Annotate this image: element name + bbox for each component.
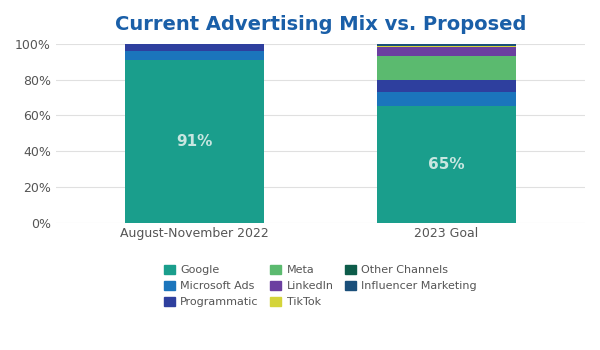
- Bar: [377, 92, 515, 106]
- Title: Current Advertising Mix vs. Proposed: Current Advertising Mix vs. Proposed: [115, 15, 526, 34]
- Text: 65%: 65%: [428, 157, 464, 172]
- Bar: [125, 51, 263, 60]
- Bar: [377, 80, 515, 92]
- Legend: Google, Microsoft Ads, Programmatic, Meta, LinkedIn, TikTok, Other Channels, Inf: Google, Microsoft Ads, Programmatic, Met…: [159, 260, 481, 312]
- Bar: [377, 46, 515, 48]
- Bar: [125, 60, 263, 223]
- Bar: [125, 44, 263, 51]
- Bar: [377, 44, 515, 46]
- Bar: [377, 48, 515, 56]
- Text: 91%: 91%: [176, 134, 212, 149]
- Bar: [377, 106, 515, 223]
- Bar: [377, 56, 515, 80]
